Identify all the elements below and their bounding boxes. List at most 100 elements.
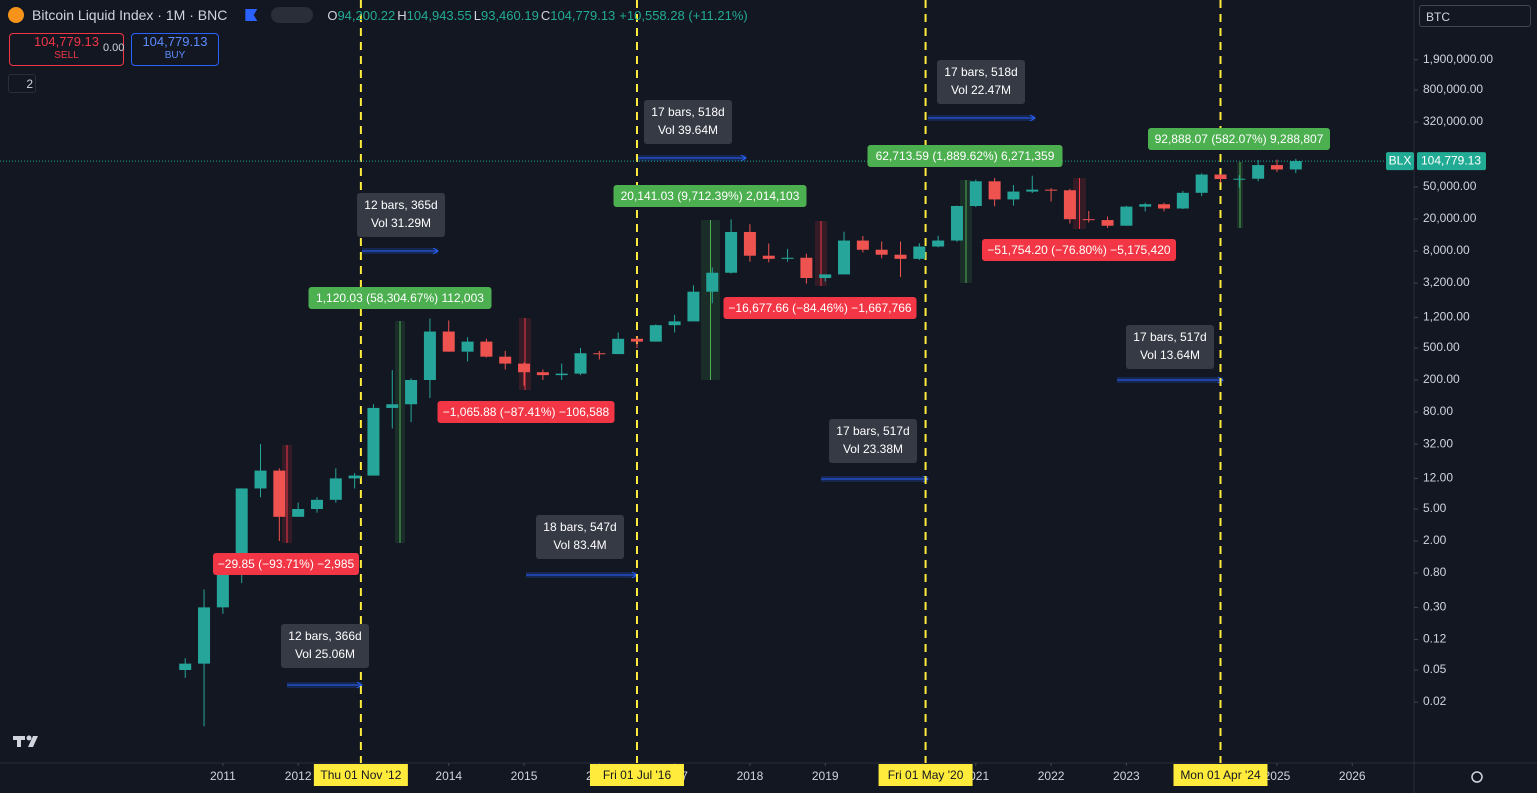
symbol-search-text: BTC — [1426, 10, 1450, 24]
x-tick-label: 2012 — [285, 769, 312, 783]
candle-body — [235, 488, 248, 574]
tv-logo — [13, 735, 38, 747]
measure-box — [829, 419, 917, 463]
measure-box — [644, 100, 732, 144]
y-tick-label: 0.05 — [1423, 662, 1447, 676]
candle-body — [630, 338, 643, 342]
last-price-tag — [1386, 152, 1414, 171]
measure-bars: 17 bars, 518d — [651, 105, 724, 119]
candle-body — [687, 291, 700, 322]
x-tick-label: 2025 — [1264, 769, 1291, 783]
x-tick-label: 2022 — [1038, 769, 1065, 783]
candle-body — [725, 231, 738, 273]
y-tick-label: 500.00 — [1423, 340, 1460, 354]
date-marker-label: Mon 01 Apr '24 — [1180, 768, 1261, 782]
candle-body — [969, 181, 982, 207]
y-tick-label: 320,000.00 — [1423, 114, 1483, 128]
measure-box — [1148, 128, 1330, 150]
toggle[interactable] — [271, 7, 314, 23]
y-tick-label: 32.00 — [1423, 436, 1453, 450]
candle-body — [423, 331, 436, 381]
measure-volume: Vol 23.38M — [843, 442, 903, 456]
x-tick-label: 2026 — [1339, 769, 1366, 783]
date-marker-tag — [878, 764, 973, 786]
candle-body — [856, 240, 869, 250]
measure-box — [867, 145, 1063, 167]
candle-body — [781, 257, 794, 259]
candle-body — [292, 508, 305, 517]
measure-text: 20,141.03 (9,712.39%) 2,014,103 — [621, 189, 800, 203]
candle-body — [216, 573, 229, 608]
candle-body — [348, 475, 361, 479]
measure-bars: 12 bars, 365d — [364, 198, 437, 212]
layers-toggle[interactable]: 2 — [8, 74, 36, 93]
candle-body — [367, 407, 380, 476]
flag-icon[interactable] — [245, 9, 258, 21]
ohlc-key: O — [327, 7, 338, 23]
last-price-name: BLX — [1389, 153, 1412, 167]
candle-body — [913, 246, 926, 259]
candle-body — [254, 470, 267, 489]
y-tick-label: 0.30 — [1423, 600, 1447, 614]
candle-body — [499, 356, 512, 364]
sell-button[interactable]: 104,779.13 SELL — [9, 33, 124, 66]
buy-button[interactable]: 104,779.13 BUY — [131, 33, 219, 66]
date-marker-label: Fri 01 Jul '16 — [603, 768, 672, 782]
candle-body — [1139, 204, 1152, 207]
candle-body — [1026, 189, 1039, 192]
buy-price: 104,779.13 — [142, 34, 208, 49]
measure-box — [536, 515, 624, 559]
candle-body — [950, 206, 963, 241]
ohlc-key: H — [397, 7, 407, 23]
arrow-head — [356, 681, 363, 689]
candle-body — [1252, 165, 1265, 179]
candle-body — [1063, 190, 1076, 220]
ohlc-key: C — [540, 7, 551, 23]
y-tick-label: 80.00 — [1423, 404, 1453, 418]
candle-body — [649, 325, 662, 342]
sell-label: SELL — [54, 50, 79, 61]
legend: Bitcoin Liquid Index · 1M · BNC O94,200.… — [8, 7, 748, 23]
ohlc-value: 94,200.22 — [337, 7, 396, 23]
candle-body — [1158, 204, 1171, 209]
measure-text: 1,120.03 (58,304.67%) 112,003 — [316, 291, 484, 305]
measure-text: −51,754.20 (−76.80%) −5,175,420 — [987, 243, 1170, 257]
measure-box — [723, 297, 917, 319]
ohlc-value: 93,460.19 — [480, 7, 539, 23]
measure-bars: 17 bars, 517d — [836, 424, 909, 438]
x-tick-label: 2015 — [511, 769, 538, 783]
measure-bars: 17 bars, 517d — [1133, 330, 1206, 344]
measure-box — [1126, 325, 1214, 369]
ohlc: O94,200.22 H104,943.55 L93,460.19 C104,779.… — [325, 8, 747, 23]
y-tick-label: 20,000.00 — [1423, 211, 1477, 225]
candle-body — [480, 341, 493, 357]
candle-body — [706, 272, 719, 292]
y-tick-label: 1,200.00 — [1423, 310, 1470, 324]
measure-box — [982, 239, 1176, 261]
measure-box — [308, 287, 492, 309]
candle-body — [310, 499, 323, 509]
candle-body — [461, 341, 474, 352]
measure-text: −1,065.88 (−87.41%) −106,588 — [443, 405, 610, 419]
candle-body — [1082, 219, 1095, 221]
coin-icon — [8, 7, 24, 23]
settings-icon[interactable] — [1471, 771, 1483, 783]
candle-body — [593, 353, 606, 355]
measure-text: −29.85 (−93.71%) −2,985 — [218, 557, 355, 571]
measure-volume: Vol 25.06M — [295, 647, 355, 661]
symbol-search[interactable]: BTC — [1419, 5, 1531, 27]
ohlc-key: L — [473, 7, 481, 23]
measure-box — [213, 553, 359, 575]
candle-body — [612, 338, 625, 355]
candle-body — [329, 478, 342, 500]
measure-volume: Vol 39.64M — [658, 123, 718, 137]
arrow-head — [432, 247, 439, 255]
symbol-title[interactable]: Bitcoin Liquid Index · 1M · BNC — [32, 7, 228, 23]
measure-box — [357, 193, 445, 237]
candle-body — [405, 380, 418, 405]
measure-box — [613, 185, 807, 207]
ohlc-value: 104,943.55 — [406, 7, 472, 23]
measure-volume: Vol 22.47M — [951, 83, 1011, 97]
